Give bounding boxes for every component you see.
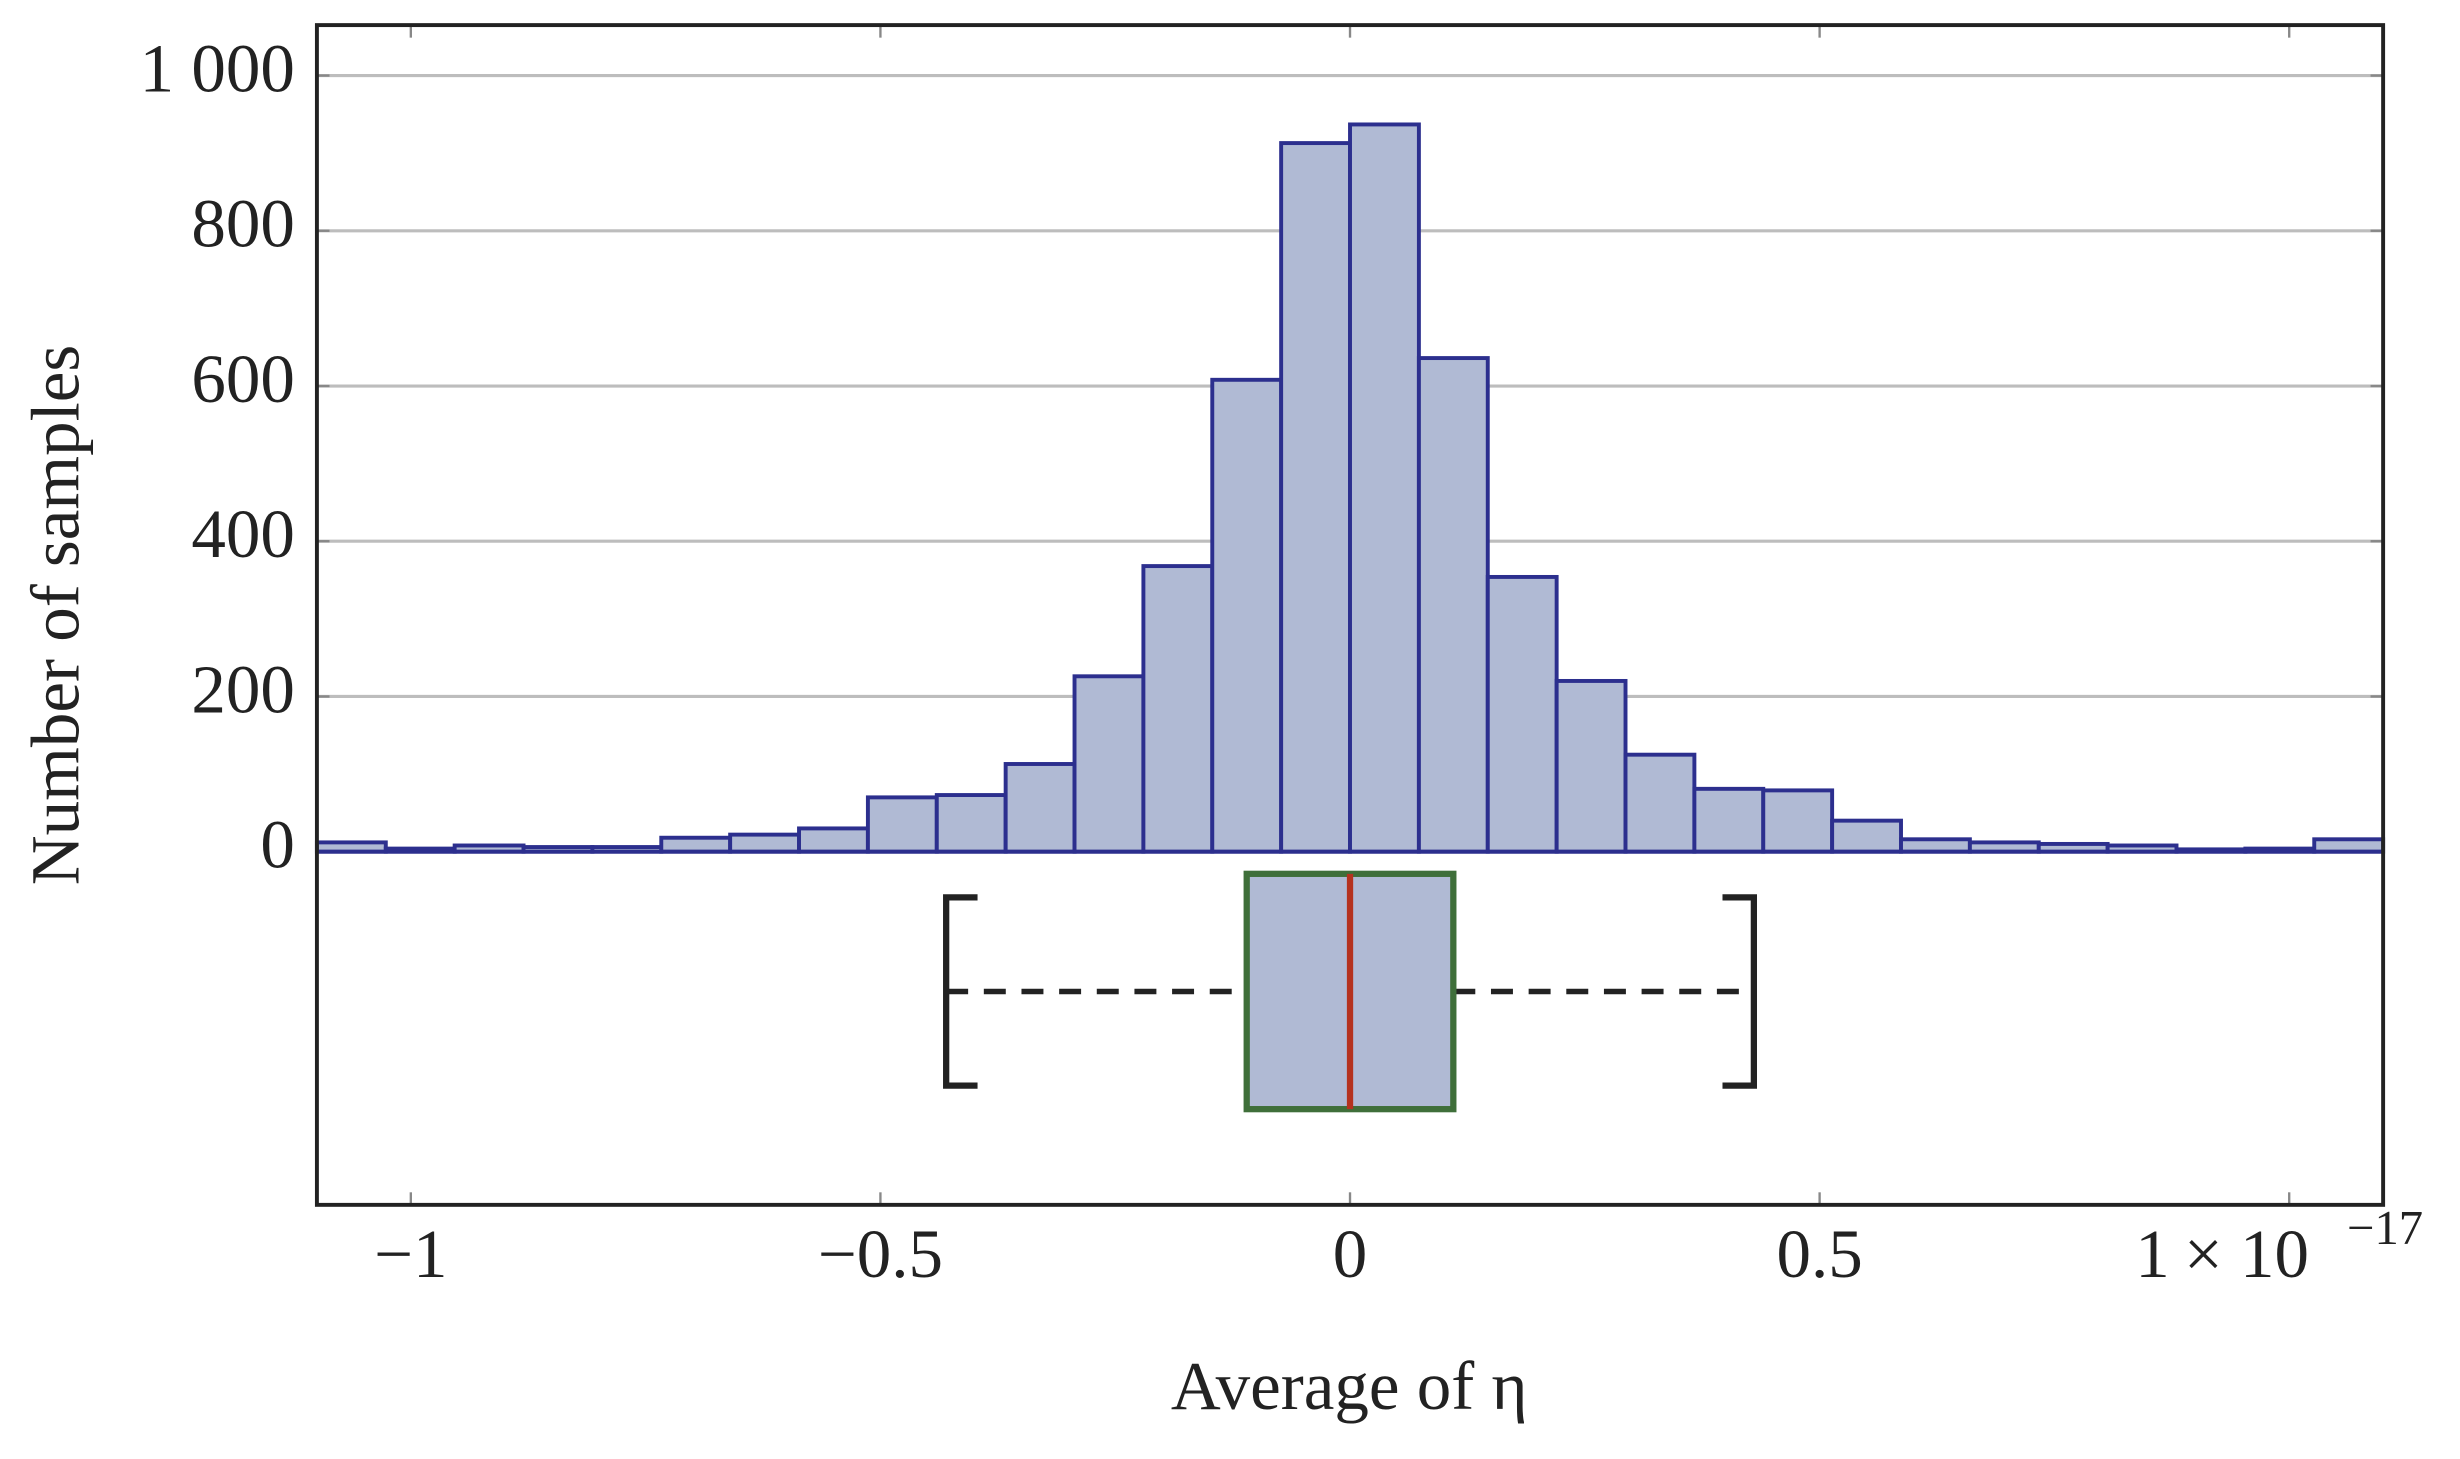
x-multiplier-exponent: −17	[2347, 1201, 2423, 1255]
bar	[1210, 377, 1284, 854]
bar	[1279, 141, 1352, 854]
bar	[1348, 122, 1421, 854]
y-axis-label: Number of samples	[17, 345, 94, 885]
bar	[1830, 818, 1903, 854]
bar	[1554, 678, 1628, 854]
bar	[1141, 564, 1215, 854]
bar	[934, 793, 1008, 854]
y-tick-label: 600	[191, 340, 295, 417]
whisker-cap	[1722, 894, 1758, 1089]
y-tick-label: 800	[191, 185, 295, 262]
y-tick-label: 200	[191, 650, 295, 727]
bar	[728, 832, 801, 854]
x-tick-label: −1	[374, 1215, 447, 1292]
bar	[1072, 674, 1146, 854]
bar	[1692, 786, 1766, 854]
bar	[865, 795, 939, 854]
bar	[1623, 752, 1697, 854]
bar	[1761, 788, 1835, 854]
x-tick-label: −0.5	[818, 1215, 943, 1292]
x-tick-label: 0.5	[1776, 1215, 1862, 1292]
y-tick-label: 400	[191, 495, 295, 572]
bar	[1485, 574, 1559, 854]
y-tick-label: 1 000	[140, 29, 295, 106]
whisker-cap	[943, 894, 978, 1089]
bar	[659, 835, 733, 854]
x-tick-label: 0	[1333, 1215, 1368, 1292]
x-multiplier: × 10	[2184, 1215, 2309, 1292]
x-tick-label: 1	[2135, 1215, 2170, 1292]
y-tick-label: 0	[260, 806, 295, 883]
bar	[1416, 356, 1490, 854]
plot-frame	[314, 23, 2386, 1207]
x-axis-label: Average of η	[1171, 1347, 1528, 1424]
bar	[797, 826, 870, 854]
bar	[1003, 762, 1077, 854]
